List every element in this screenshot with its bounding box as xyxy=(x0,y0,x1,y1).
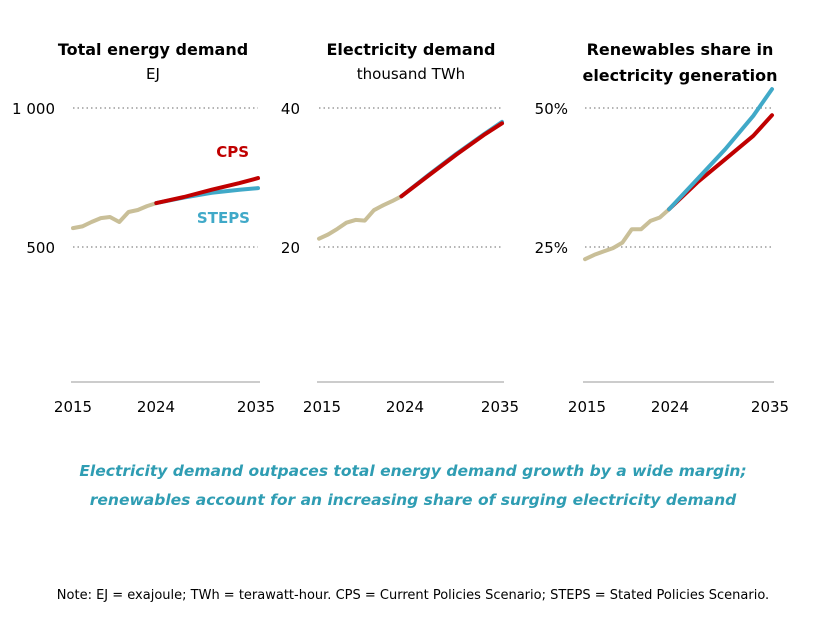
steps-label: STEPS xyxy=(197,209,250,227)
y-tick-label: 1 000 xyxy=(12,100,55,118)
chart-unit: thousand TWh xyxy=(357,65,465,83)
x-tick-label: 2024 xyxy=(651,398,689,416)
x-tick-label: 2035 xyxy=(751,398,789,416)
panel-total-energy: Total energy demand EJ 1 000 500 2015 20… xyxy=(12,40,275,416)
plot-area xyxy=(71,107,260,383)
chart-title-line1: Renewables share in xyxy=(587,40,774,59)
y-tick-label: 25% xyxy=(535,239,568,257)
series-line-historical xyxy=(71,201,159,231)
panel-electricity-demand: Electricity demand thousand TWh 40 20 20… xyxy=(281,40,519,416)
panel-renewables-share: Renewables share in electricity generati… xyxy=(535,40,789,416)
plot-area xyxy=(317,107,504,383)
x-tick-label: 2024 xyxy=(137,398,175,416)
chart-title: Electricity demand xyxy=(326,40,495,59)
y-tick-label: 500 xyxy=(26,239,55,257)
y-tick-label: 50% xyxy=(535,100,568,118)
x-tick-label: 2015 xyxy=(568,398,606,416)
x-tick-label: 2015 xyxy=(303,398,341,416)
chart-title: Total energy demand xyxy=(58,40,248,59)
note: Note: EJ = exajoule; TWh = terawatt-hour… xyxy=(57,588,769,603)
x-tick-label: 2015 xyxy=(54,398,92,416)
caption-line1: Electricity demand outpaces total energy… xyxy=(79,462,746,480)
series-line-historical xyxy=(317,194,404,241)
chart-title-line2: electricity generation xyxy=(582,66,777,85)
series-line-steps xyxy=(667,87,774,212)
series-line-cps xyxy=(399,121,504,199)
y-tick-label: 40 xyxy=(281,100,300,118)
caption-line2: renewables account for an increasing sha… xyxy=(90,491,737,509)
plot-area xyxy=(583,87,774,383)
cps-label: CPS xyxy=(216,143,249,161)
chart-unit: EJ xyxy=(146,65,160,83)
y-tick-label: 20 xyxy=(281,239,300,257)
series-line-cps xyxy=(154,176,260,206)
x-tick-label: 2024 xyxy=(386,398,424,416)
series-line-historical xyxy=(583,207,672,262)
x-tick-label: 2035 xyxy=(481,398,519,416)
x-tick-label: 2035 xyxy=(237,398,275,416)
